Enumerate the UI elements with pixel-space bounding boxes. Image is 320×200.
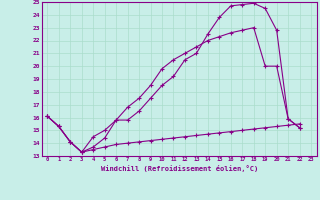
X-axis label: Windchill (Refroidissement éolien,°C): Windchill (Refroidissement éolien,°C) (100, 165, 258, 172)
